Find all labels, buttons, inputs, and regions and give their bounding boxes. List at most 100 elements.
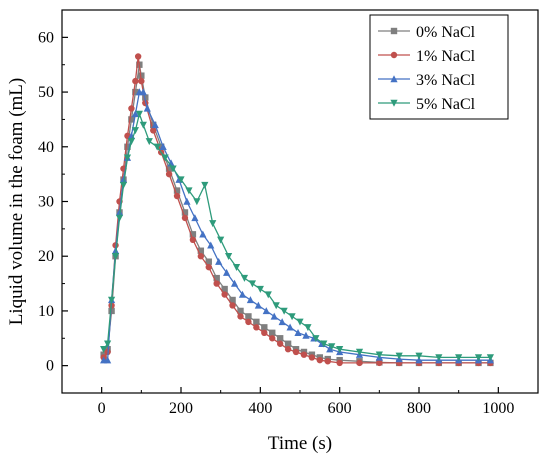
data-point bbox=[278, 318, 286, 326]
y-tick-label: 30 bbox=[38, 194, 54, 211]
data-point bbox=[181, 209, 189, 216]
data-point bbox=[128, 116, 135, 123]
data-point bbox=[435, 354, 443, 362]
data-point bbox=[124, 143, 131, 150]
data-point bbox=[191, 214, 199, 222]
data-point bbox=[294, 329, 302, 337]
data-point bbox=[253, 318, 260, 326]
series-layer bbox=[100, 53, 494, 367]
data-point bbox=[276, 340, 284, 347]
y-tick-label: 10 bbox=[38, 303, 54, 320]
data-point bbox=[151, 121, 159, 129]
data-point bbox=[145, 138, 153, 146]
data-point bbox=[237, 313, 244, 320]
data-point bbox=[474, 354, 483, 362]
data-point bbox=[159, 142, 167, 150]
series-line bbox=[103, 56, 491, 364]
y-tick-label: 0 bbox=[46, 358, 54, 375]
data-point bbox=[139, 121, 147, 129]
data-point bbox=[375, 351, 383, 359]
data-point bbox=[207, 241, 215, 249]
data-point bbox=[132, 77, 139, 85]
y-axis: 0 10 20 30 40 50 60 bbox=[38, 9, 68, 394]
data-point bbox=[269, 329, 276, 337]
data-point bbox=[115, 208, 124, 216]
data-point bbox=[161, 154, 169, 162]
series-3 bbox=[100, 110, 494, 362]
data-point bbox=[189, 231, 197, 238]
data-point bbox=[312, 335, 320, 343]
data-point bbox=[131, 110, 139, 118]
data-point bbox=[261, 329, 268, 337]
data-point bbox=[150, 121, 157, 129]
legend-swatch-marker bbox=[390, 75, 398, 83]
data-point bbox=[296, 318, 304, 326]
data-point bbox=[181, 214, 189, 222]
data-point bbox=[395, 352, 403, 360]
data-point bbox=[197, 247, 205, 254]
data-point bbox=[264, 291, 272, 299]
data-point bbox=[143, 104, 151, 112]
data-point bbox=[328, 343, 336, 351]
data-point bbox=[284, 340, 292, 347]
data-point bbox=[292, 348, 300, 356]
series-2 bbox=[100, 88, 494, 364]
data-point bbox=[135, 110, 143, 118]
data-point bbox=[157, 143, 165, 150]
legend-swatch-marker bbox=[390, 99, 398, 107]
data-point bbox=[223, 268, 231, 276]
data-point bbox=[320, 340, 328, 348]
y-tick-label: 20 bbox=[38, 248, 54, 265]
data-point bbox=[173, 192, 181, 200]
data-point bbox=[486, 354, 494, 362]
data-point bbox=[213, 274, 220, 282]
legend-swatch-marker bbox=[390, 27, 398, 35]
data-point bbox=[280, 307, 288, 315]
data-point bbox=[245, 318, 252, 326]
data-point bbox=[193, 198, 201, 206]
data-point bbox=[415, 352, 423, 360]
x-tick-label: 200 bbox=[169, 400, 193, 417]
data-point bbox=[229, 296, 236, 304]
data-point bbox=[221, 291, 228, 298]
data-point bbox=[415, 356, 423, 364]
x-tick-label: 800 bbox=[407, 400, 431, 417]
data-point bbox=[336, 359, 343, 367]
data-point bbox=[230, 279, 239, 287]
data-point bbox=[316, 356, 324, 364]
data-point bbox=[199, 230, 207, 238]
x-tick-label: 600 bbox=[328, 400, 352, 417]
data-point bbox=[355, 348, 364, 356]
data-point bbox=[189, 236, 197, 243]
data-point bbox=[248, 280, 256, 288]
x-tick-label: 0 bbox=[98, 400, 106, 417]
series-line bbox=[103, 64, 491, 364]
data-point bbox=[134, 53, 142, 60]
data-point bbox=[238, 290, 247, 298]
series-line bbox=[103, 91, 491, 361]
data-point bbox=[217, 236, 225, 244]
data-point bbox=[300, 351, 308, 358]
x-axis: 0 200 400 600 800 1000 bbox=[61, 387, 539, 417]
data-point bbox=[302, 331, 310, 339]
data-point bbox=[165, 165, 173, 172]
data-point bbox=[262, 307, 270, 315]
data-point bbox=[153, 143, 161, 151]
data-point bbox=[284, 346, 292, 353]
data-point bbox=[183, 197, 191, 205]
legend-swatch-marker bbox=[390, 51, 398, 59]
data-point bbox=[185, 187, 193, 195]
data-point bbox=[119, 181, 128, 189]
x-axis-title: Time (s) bbox=[268, 433, 332, 454]
data-point bbox=[128, 105, 135, 112]
data-point bbox=[261, 324, 268, 331]
x-tick-label: 1000 bbox=[482, 400, 514, 417]
data-point bbox=[256, 285, 264, 293]
data-point bbox=[201, 181, 209, 189]
data-point bbox=[288, 313, 296, 321]
y-tick-label: 40 bbox=[38, 139, 54, 156]
legend-label: 0% NaCl bbox=[416, 24, 476, 41]
data-point bbox=[376, 359, 383, 367]
legend-label: 1% NaCl bbox=[416, 48, 476, 65]
